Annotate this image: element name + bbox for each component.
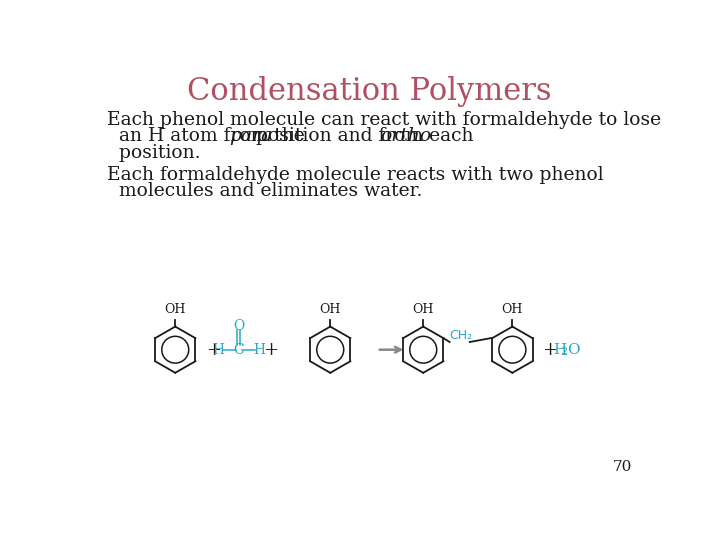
Text: OH: OH — [413, 303, 434, 316]
Text: Each phenol molecule can react with formaldehyde to lose: Each phenol molecule can react with form… — [107, 111, 661, 129]
Text: molecules and eliminates water.: molecules and eliminates water. — [107, 182, 423, 200]
Text: O: O — [567, 343, 580, 357]
Text: +: + — [542, 341, 557, 359]
Text: H: H — [553, 343, 566, 357]
Text: O: O — [233, 319, 244, 333]
Text: position and from each: position and from each — [251, 127, 480, 145]
Text: ortho: ortho — [381, 127, 432, 145]
Text: para: para — [229, 127, 272, 145]
Text: C: C — [233, 343, 244, 357]
Text: position.: position. — [107, 144, 201, 161]
Text: +: + — [206, 341, 221, 359]
Text: +: + — [264, 341, 279, 359]
Text: 70: 70 — [613, 460, 632, 474]
Text: OH: OH — [165, 303, 186, 316]
Text: OH: OH — [320, 303, 341, 316]
Text: H: H — [253, 343, 266, 357]
Text: 2: 2 — [560, 347, 567, 357]
Text: Condensation Polymers: Condensation Polymers — [186, 76, 552, 107]
Text: CH₂: CH₂ — [449, 329, 472, 342]
Text: Each formaldehyde molecule reacts with two phenol: Each formaldehyde molecule reacts with t… — [107, 166, 603, 184]
Text: OH: OH — [502, 303, 523, 316]
Text: H: H — [212, 343, 224, 357]
Text: an H atom from the: an H atom from the — [107, 127, 311, 145]
